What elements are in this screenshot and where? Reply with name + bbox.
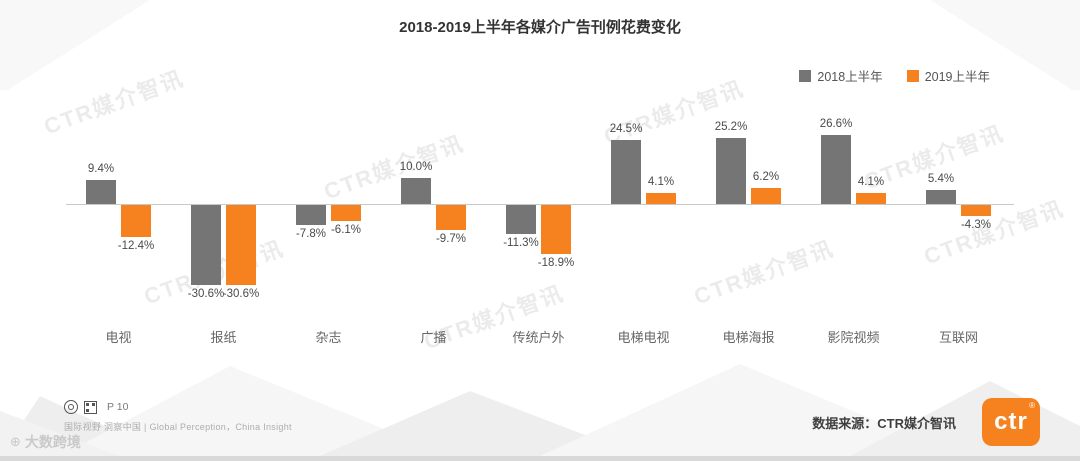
bar-2018上半年 xyxy=(401,178,431,204)
bar-2018上半年 xyxy=(86,179,116,204)
legend-swatch-2019 xyxy=(906,69,919,82)
bar-2019上半年 xyxy=(331,205,361,221)
legend-item-2018: 2018上半年 xyxy=(799,66,883,85)
bar-value-label: -18.9% xyxy=(537,257,575,270)
bar-value-label: -30.6% xyxy=(187,287,225,300)
bar-group: 9.4% -12.4% 电视 xyxy=(66,96,171,346)
bar-value-label: -11.3% xyxy=(503,237,539,250)
category-label: 电视 xyxy=(105,330,132,345)
globe-icon: ⊕ xyxy=(10,434,21,449)
corner-watermark: ⊕ 大数跨境 xyxy=(10,432,81,452)
bar-2018上半年 xyxy=(611,140,641,204)
category-label: 杂志 xyxy=(315,330,342,345)
stamp-icon xyxy=(64,400,78,414)
bar-value-label: 4.1% xyxy=(647,176,675,189)
bar-2018上半年 xyxy=(296,205,326,226)
legend-label-2018: 2018上半年 xyxy=(817,70,883,84)
bar-group: -7.8% -6.1% 杂志 xyxy=(276,96,381,346)
bar-group: 10.0% -9.7% 广播 xyxy=(381,96,486,346)
bar-value-label: 10.0% xyxy=(399,161,433,173)
page-number: P 10 xyxy=(107,401,129,413)
bar-value-label: 9.4% xyxy=(87,162,115,175)
category-label: 广播 xyxy=(420,330,447,345)
bar-group: -11.3% -18.9% 传统户外 xyxy=(486,96,591,346)
bar-group: 24.5% 4.1% 电梯电视 xyxy=(591,96,696,346)
bar-group: 25.2% 6.2% 电梯海报 xyxy=(696,96,801,346)
footer-tagline: 国际视野 洞察中国 | Global Perception，China Insi… xyxy=(64,422,292,432)
registered-mark-icon: ® xyxy=(1029,401,1036,410)
bar-2019上半年 xyxy=(856,193,886,204)
bar-value-label: 6.2% xyxy=(752,170,780,183)
legend: 2018上半年 2019上半年 xyxy=(799,66,990,85)
legend-label-2019: 2019上半年 xyxy=(924,70,990,84)
bar-value-label: -12.4% xyxy=(117,240,155,253)
bar-2019上半年 xyxy=(226,205,256,285)
bar-value-label: -30.6% xyxy=(222,287,260,300)
bar-2019上半年 xyxy=(121,205,151,238)
qr-icon xyxy=(84,400,97,414)
bar-value-label: 26.6% xyxy=(819,117,853,130)
data-source-label: 数据来源：CTR媒介智讯 xyxy=(812,415,956,431)
category-label: 影院视频 xyxy=(827,330,880,345)
bar-2018上半年 xyxy=(821,134,851,204)
zero-axis-line xyxy=(66,204,1014,205)
category-label: 报纸 xyxy=(210,330,237,345)
bar-group: 26.6% 4.1% 影院视频 xyxy=(801,96,906,346)
footer-left: P 10 国际视野 洞察中国 | Global Perception，China… xyxy=(64,400,292,433)
category-label: 电梯海报 xyxy=(722,330,775,345)
bar-2019上半年 xyxy=(961,205,991,217)
bar-2019上半年 xyxy=(751,187,781,204)
ctr-logo-text: ctr xyxy=(994,408,1028,435)
bar-value-label: -4.3% xyxy=(960,219,992,232)
bottom-gray-strip xyxy=(0,456,1080,461)
category-label: 传统户外 xyxy=(512,330,565,345)
bar-2018上半年 xyxy=(191,205,221,285)
bar-group: 5.4% -4.3% 互联网 xyxy=(906,96,1011,346)
bar-2018上半年 xyxy=(716,138,746,204)
footer-right: 数据来源：CTR媒介智讯 ctr ® xyxy=(812,398,1040,446)
chart-title: 2018-2019上半年各媒介广告刊例花费变化 xyxy=(399,19,681,36)
legend-item-2019: 2019上半年 xyxy=(906,66,990,85)
bar-2019上半年 xyxy=(646,193,676,204)
legend-swatch-2018 xyxy=(799,69,812,82)
bar-2019上半年 xyxy=(541,205,571,255)
bar-2018上半年 xyxy=(926,189,956,204)
bar-value-label: 25.2% xyxy=(714,121,748,134)
category-label: 互联网 xyxy=(938,330,978,345)
corner-watermark-text: 大数跨境 xyxy=(24,434,81,450)
bar-value-label: -9.7% xyxy=(435,233,467,246)
bar-value-label: 5.4% xyxy=(927,172,955,185)
category-label: 电梯电视 xyxy=(617,330,670,345)
bar-2018上半年 xyxy=(506,205,536,235)
bar-value-label: -7.8% xyxy=(295,228,327,241)
ctr-logo: ctr ® xyxy=(982,398,1040,446)
bar-value-label: 24.5% xyxy=(609,123,643,136)
bar-chart: 9.4% -12.4% 电视 -30.6% -30.6% 报纸 -7.8% -6.1% 杂志 10… xyxy=(66,96,1014,346)
bar-value-label: 4.1% xyxy=(857,176,885,189)
bar-value-label: -6.1% xyxy=(330,223,362,236)
bar-group: -30.6% -30.6% 报纸 xyxy=(171,96,276,346)
bar-2019上半年 xyxy=(436,205,466,231)
